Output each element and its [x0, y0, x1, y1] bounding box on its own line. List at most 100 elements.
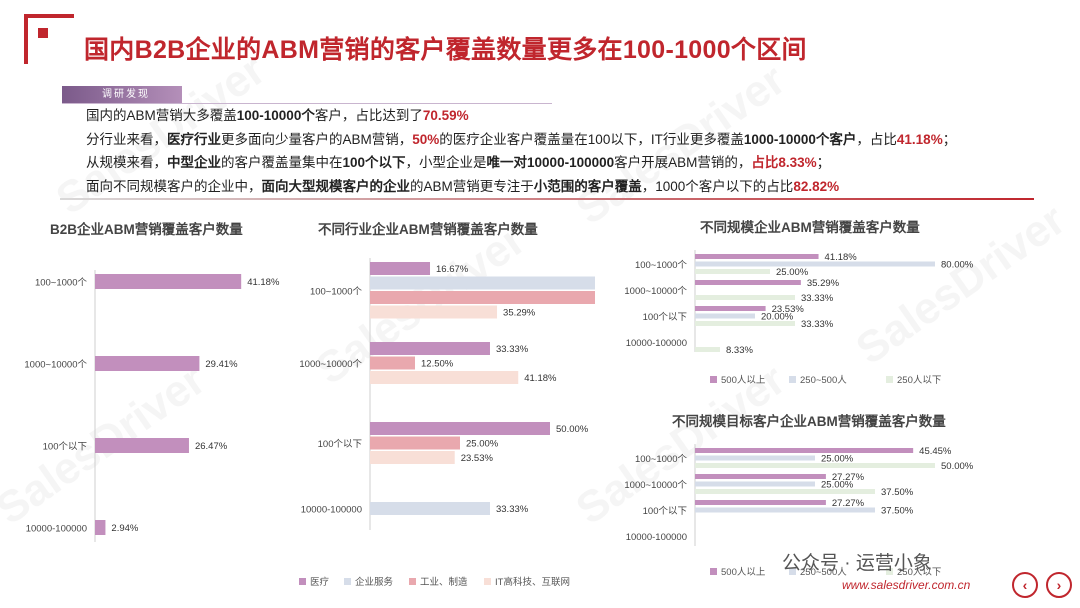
- bar: [695, 481, 815, 487]
- next-arrow-icon[interactable]: ›: [1046, 572, 1072, 598]
- finding-segment: 100个以下: [342, 155, 406, 170]
- bar: [695, 321, 795, 326]
- bar: [370, 436, 460, 450]
- finding-segment: 面向大型规模客户的企业: [261, 178, 411, 194]
- bar: [95, 274, 242, 289]
- legend-label: 企业服务: [355, 576, 394, 588]
- finding-segment: 分行业来看，: [86, 131, 167, 147]
- bar: [95, 520, 106, 535]
- legend-label: 医疗: [310, 576, 330, 588]
- data-label: 27.27%: [832, 472, 865, 483]
- finding-segment: 国内的ABM营销大多覆盖: [86, 108, 237, 123]
- bar: [695, 507, 875, 513]
- finding-segment: 占比8.33%: [751, 155, 817, 170]
- chart2-svg: 100~1000个16.67%66.67%62.50%35.29%1000~10…: [299, 258, 595, 588]
- finding-segment: 更多面向少量客户的ABM营销，: [221, 131, 413, 147]
- chart4-svg: 100~1000个 45.45% 25.00% 50.00% 1000~10000个 27…: [624, 444, 974, 578]
- chart4-title: 不同规模目标客户企业ABM营销覆盖客户数量: [672, 414, 946, 429]
- category-label: 100~1000个: [635, 454, 688, 465]
- data-label: 25.00%: [821, 454, 854, 465]
- data-label: 23.53%: [772, 304, 805, 315]
- bar: [695, 500, 826, 505]
- chart1-title: B2B企业ABM营销覆盖客户数量: [50, 222, 243, 237]
- findings-tag-underline: [62, 103, 552, 104]
- finding-segment: 面向不同规模客户的企业中，: [86, 178, 262, 194]
- bar: [695, 254, 819, 259]
- legend-label: 250人以下: [897, 375, 941, 386]
- chart3-svg: 100~1000个 41.18% 80.00% 25.00% 1000~10000个 35…: [624, 250, 974, 386]
- findings-list: 国内的ABM营销大多覆盖100-10000个客户，占比达到了70.59% 分行业来…: [86, 104, 1066, 198]
- legend-swatch: [789, 568, 796, 575]
- category-label: 10000-100000: [26, 524, 87, 535]
- chart3-title: 不同规模企业ABM营销覆盖客户数量: [700, 220, 920, 235]
- data-label: 8.33%: [726, 345, 753, 356]
- finding-segment: 客户开展ABM营销的，: [614, 155, 752, 170]
- legend-label: IT高科技、互联网: [495, 576, 570, 588]
- legend-swatch: [886, 376, 893, 383]
- category-label: 100~1000个: [35, 278, 88, 289]
- category-label: 10000-100000: [626, 338, 687, 349]
- chart2-title: 不同行业企业ABM营销覆盖客户数量: [318, 222, 538, 237]
- bar: [695, 261, 935, 267]
- data-label: 41.18%: [825, 252, 858, 263]
- finding-segment: 小范围的客户覆盖: [533, 178, 642, 194]
- section-divider: [60, 198, 1034, 200]
- legend-swatch: [344, 578, 351, 585]
- data-label: 33.33%: [496, 344, 529, 355]
- prev-arrow-icon[interactable]: ‹: [1012, 572, 1038, 598]
- category-label: 1000~10000个: [24, 360, 87, 371]
- data-label: 33.33%: [496, 504, 529, 515]
- bar: [695, 455, 815, 461]
- finding-segment: 41.18%: [896, 131, 943, 147]
- data-label: 25.00%: [466, 439, 499, 450]
- bar: [370, 451, 455, 464]
- data-label: 80.00%: [941, 260, 974, 271]
- category-label: 1000~10000个: [624, 286, 687, 297]
- category-label: 100个以下: [643, 312, 687, 323]
- legend-swatch: [409, 578, 416, 585]
- data-label: 35.29%: [503, 308, 536, 319]
- finding-segment: 100-10000个: [236, 108, 315, 123]
- footer-url[interactable]: www.salesdriver.com.cn: [842, 578, 971, 592]
- bar: [370, 371, 519, 384]
- bar: [695, 313, 755, 319]
- bar: [370, 262, 431, 275]
- data-label: 50.00%: [941, 461, 974, 472]
- data-label: 41.18%: [524, 373, 557, 384]
- bar: [95, 438, 189, 453]
- data-label: 26.47%: [195, 441, 228, 452]
- bar: [370, 502, 490, 515]
- finding-segment: ；: [942, 131, 957, 147]
- data-label: 12.50%: [421, 359, 454, 370]
- category-label: 100个以下: [643, 506, 687, 517]
- legend-swatch: [484, 578, 491, 585]
- category-label: 100~1000个: [635, 260, 688, 271]
- findings-tag: 调研发现: [62, 86, 182, 103]
- finding-segment: 中型企业: [167, 155, 221, 170]
- bar: [370, 356, 415, 370]
- title-corner-square: [38, 28, 48, 38]
- legend-label: 250~500人: [800, 375, 847, 386]
- category-label: 10000-100000: [301, 505, 362, 516]
- bar: [370, 291, 595, 304]
- title-corner-decoration: [24, 14, 74, 64]
- data-label: 33.33%: [801, 319, 834, 330]
- finding-segment: 82.82%: [793, 178, 840, 194]
- bar: [695, 280, 801, 285]
- finding-segment: 50%: [412, 131, 440, 147]
- finding-segment: 1000-10000个客户: [743, 131, 857, 147]
- legend-label: 500人以上: [721, 567, 766, 578]
- bar: [370, 276, 595, 290]
- data-label: 45.45%: [919, 446, 952, 457]
- finding-segment: ，占比: [856, 131, 897, 147]
- finding-line-4: 面向不同规模客户的企业中，面向大型规模客户的企业的ABM营销更专注于小范围的客户…: [86, 175, 1066, 199]
- finding-segment: ，小型企业是: [405, 155, 487, 170]
- page-title: 国内B2B企业的ABM营销的客户覆盖数量更多在100-1000个区间: [84, 36, 807, 64]
- finding-segment: 的客户覆盖量集中在: [221, 155, 343, 170]
- data-label: 2.94%: [111, 523, 138, 534]
- data-label: 25.00%: [821, 480, 854, 491]
- bar: [695, 306, 766, 311]
- data-label: 27.27%: [832, 498, 865, 509]
- data-label: 33.33%: [801, 293, 834, 304]
- legend-swatch: [789, 376, 796, 383]
